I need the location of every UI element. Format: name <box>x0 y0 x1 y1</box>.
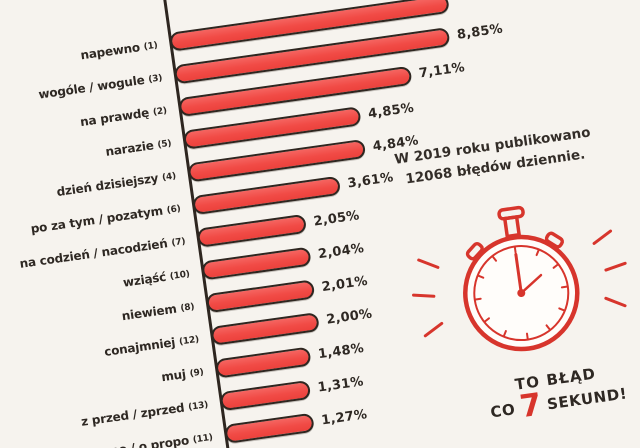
bar-rank: (7) <box>170 236 186 249</box>
slogan-co: CO <box>489 400 517 422</box>
bar-rank: (3) <box>147 72 163 85</box>
bar-rank: (12) <box>178 334 200 347</box>
bar-value: 7,11% <box>418 60 466 82</box>
bar-value: 1,27% <box>320 407 369 429</box>
stopwatch-icon <box>392 181 640 402</box>
bar-rank: (2) <box>152 105 168 118</box>
bar-value: 2,01% <box>320 273 369 296</box>
bar-value: 2,04% <box>317 240 366 263</box>
bar-value: 1,31% <box>316 374 365 396</box>
bar-rank: (10) <box>169 268 191 282</box>
bar-value: 4,85% <box>367 100 415 122</box>
bar-value: 2,05% <box>312 208 361 230</box>
bar-value: 2,00% <box>325 306 374 328</box>
bar-rank: (11) <box>192 432 214 446</box>
slogan-rest: SEKUND! <box>545 384 629 414</box>
bar-rank: (4) <box>161 170 177 183</box>
slogan-number: 7 <box>517 386 545 426</box>
bar-value: 3,61% <box>346 170 395 192</box>
bar-value: 8,85% <box>456 21 504 43</box>
bar-rank: (8) <box>179 301 195 314</box>
bar-rank: (13) <box>187 399 209 413</box>
bar-rank: (6) <box>166 203 182 216</box>
bar-rank: (5) <box>156 138 173 151</box>
bar <box>219 379 312 412</box>
bar-rank: (1) <box>143 40 159 53</box>
bar-rank: (9) <box>189 366 205 379</box>
bar <box>224 412 315 444</box>
bar-value: 1,48% <box>317 340 365 363</box>
